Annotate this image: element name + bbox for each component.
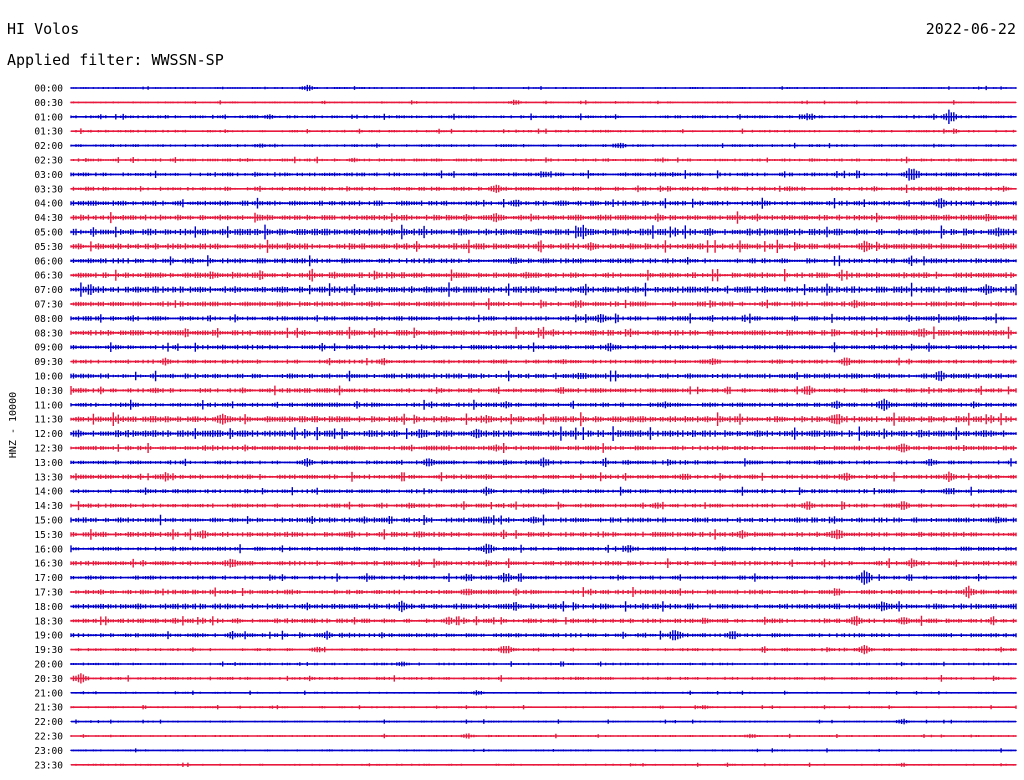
row-time-label: 01:00: [34, 112, 63, 123]
row-time-label: 06:00: [34, 256, 63, 267]
row-time-label: 12:30: [34, 444, 63, 455]
row-time-label: 15:00: [34, 516, 63, 527]
row-time-label: 17:30: [34, 588, 63, 599]
row-time-label: 22:30: [34, 732, 63, 743]
row-time-label: 07:30: [34, 300, 63, 311]
row-time-label: 23:00: [34, 746, 63, 757]
row-time-label: 09:00: [34, 343, 63, 354]
row-time-label: 16:00: [34, 544, 63, 555]
row-time-label: 00:30: [34, 98, 63, 109]
row-time-label: 00:00: [34, 84, 63, 95]
row-time-label: 16:30: [34, 559, 63, 570]
row-time-label: 04:00: [34, 199, 63, 210]
row-time-label: 05:30: [34, 242, 63, 253]
row-time-label: 21:30: [34, 703, 63, 714]
row-time-label: 12:00: [34, 429, 63, 440]
row-time-label: 13:30: [34, 472, 63, 483]
row-time-label: 23:30: [34, 760, 63, 771]
row-time-label: 21:00: [34, 688, 63, 699]
row-time-label: 22:00: [34, 717, 63, 728]
row-time-label: 04:30: [34, 213, 63, 224]
station-title: HI Volos: [7, 20, 80, 38]
row-time-label: 05:00: [34, 228, 63, 239]
row-time-label: 17:00: [34, 573, 63, 584]
filter-label: Applied filter: WWSSN-SP: [7, 51, 224, 69]
row-time-label: 11:30: [34, 415, 63, 426]
row-time-label: 19:30: [34, 645, 63, 656]
row-time-label: 03:30: [34, 184, 63, 195]
row-time-label: 18:00: [34, 602, 63, 613]
date-label: 2022-06-22: [925, 20, 1016, 38]
row-time-label: 02:00: [34, 141, 63, 152]
row-time-label: 09:30: [34, 357, 63, 368]
row-time-label: 14:00: [34, 487, 63, 498]
row-time-label: 14:30: [34, 501, 63, 512]
row-time-label: 10:00: [34, 372, 63, 383]
row-time-label: 01:30: [34, 127, 63, 138]
row-time-label: 06:30: [34, 271, 63, 282]
row-time-label: 18:30: [34, 616, 63, 627]
row-time-label: 11:00: [34, 400, 63, 411]
row-time-label: 08:00: [34, 314, 63, 325]
row-time-label: 10:30: [34, 386, 63, 397]
row-time-label: 08:30: [34, 328, 63, 339]
y-axis-label: HNZ - 10000: [8, 392, 19, 458]
row-time-label: 02:30: [34, 156, 63, 167]
row-time-label: 20:00: [34, 660, 63, 671]
row-time-label: 20:30: [34, 674, 63, 685]
row-time-label: 03:00: [34, 170, 63, 181]
row-time-label: 07:00: [34, 285, 63, 296]
row-time-label: 15:30: [34, 530, 63, 541]
row-time-label: 13:00: [34, 458, 63, 469]
row-time-label: 19:00: [34, 631, 63, 642]
